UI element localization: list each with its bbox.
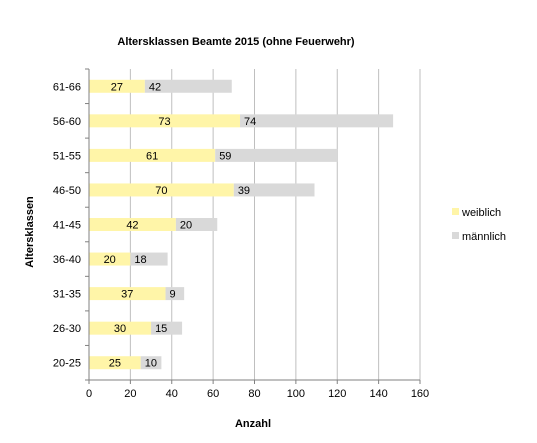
bars <box>89 79 394 370</box>
bar-weiblich <box>89 79 145 93</box>
bar-weiblich <box>89 252 131 266</box>
chart-title: Altersklassen Beamte 2015 (ohne Feuerweh… <box>117 36 355 48</box>
bar-weiblich <box>89 287 166 301</box>
data-label-weiblich: 27 <box>111 81 123 93</box>
bar-maennlich <box>233 183 315 197</box>
y-tick-label: 61-66 <box>53 81 81 93</box>
y-axis-title: Altersklassen <box>24 196 36 268</box>
data-label-maennlich: 18 <box>134 254 146 266</box>
data-label-maennlich: 15 <box>155 323 167 335</box>
y-tick-label: 46-50 <box>53 185 81 197</box>
y-tick-label: 41-45 <box>53 220 81 232</box>
x-tick-label: 120 <box>328 388 346 400</box>
bar-weiblich <box>89 218 176 231</box>
bar-maennlich <box>151 321 183 335</box>
x-tick-label: 80 <box>248 388 260 400</box>
bar-maennlich <box>215 148 338 162</box>
data-label-weiblich: 25 <box>109 358 121 370</box>
y-tick-label: 31-35 <box>53 289 81 301</box>
legend-swatch <box>452 208 459 215</box>
x-tick-label: 0 <box>86 388 92 400</box>
legend-swatch <box>452 232 459 239</box>
data-labels: 25 10 30 15 37 9 20 18 42 20 70 39 61 59 73 74 27 42 <box>104 81 257 369</box>
y-tick-label: 20-25 <box>53 358 81 370</box>
y-tick-labels: 20-25 26-30 31-35 36-40 41-45 46-50 51-55 56-60… <box>53 81 81 369</box>
y-tick-label: 56-60 <box>53 116 81 128</box>
data-label-maennlich: 10 <box>145 358 157 370</box>
bar-maennlich <box>165 287 185 301</box>
data-label-maennlich: 74 <box>244 116 256 128</box>
bar-maennlich <box>130 252 168 266</box>
y-tick-label: 51-55 <box>53 150 81 162</box>
bar-weiblich <box>89 356 141 370</box>
data-label-maennlich: 9 <box>170 289 176 301</box>
bar-weiblich <box>89 148 216 162</box>
y-tick-label: 36-40 <box>53 254 81 266</box>
data-label-maennlich: 42 <box>149 81 161 93</box>
data-label-weiblich: 30 <box>114 323 126 335</box>
legend-label: weiblich <box>461 207 501 219</box>
x-tick-label: 140 <box>369 388 387 400</box>
legend-label: männlich <box>462 231 506 243</box>
data-label-weiblich: 70 <box>155 185 167 197</box>
x-axis-title: Anzahl <box>235 418 271 430</box>
bar-weiblich <box>89 321 152 335</box>
x-tick-label: 20 <box>124 388 136 400</box>
data-label-weiblich: 37 <box>121 289 133 301</box>
data-label-weiblich: 73 <box>158 116 170 128</box>
y-tick-label: 26-30 <box>53 323 81 335</box>
data-label-maennlich: 20 <box>180 220 192 232</box>
x-tick-label: 160 <box>411 388 429 400</box>
x-tick-labels: 0 20 40 60 80 100 120 140 160 <box>86 388 429 400</box>
bar-weiblich <box>89 183 234 197</box>
data-label-weiblich: 61 <box>146 150 158 162</box>
x-tick-label: 100 <box>287 388 305 400</box>
bar-maennlich <box>140 356 162 370</box>
data-label-maennlich: 39 <box>238 185 250 197</box>
axes <box>85 68 421 384</box>
data-label-maennlich: 59 <box>219 150 231 162</box>
legend: weiblich männlich <box>452 207 506 243</box>
bar-maennlich <box>144 79 232 93</box>
bar-maennlich <box>240 114 394 128</box>
data-label-weiblich: 42 <box>126 220 138 232</box>
bar-weiblich <box>89 114 241 128</box>
x-tick-label: 40 <box>166 388 178 400</box>
data-label-weiblich: 20 <box>104 254 116 266</box>
bar-maennlich <box>175 218 218 231</box>
x-tick-label: 60 <box>207 388 219 400</box>
